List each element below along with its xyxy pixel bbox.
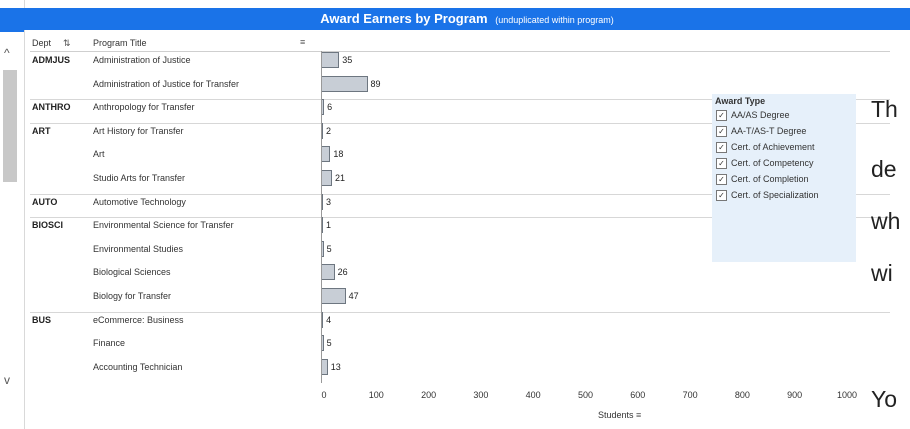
x-axis-tick-label: 800 [734,390,750,400]
x-axis-zero-line [321,51,322,383]
x-axis-tick-label: 0 [321,390,327,400]
program-title-cell: Automotive Technology [93,196,186,207]
checkbox-checked-icon[interactable]: ✓ [716,174,727,186]
dept-cell: BIOSCI [32,220,64,231]
overlay-text-line-1: Th [871,96,898,122]
bar-value-label: 26 [337,267,348,278]
axis-sort-icon[interactable]: ≡ [636,410,642,420]
dept-group-separator [30,122,890,124]
checkbox-checked-icon[interactable]: ✓ [716,142,727,154]
dept-group-separator [30,217,890,219]
dept-group-separator [30,311,890,313]
program-title-cell: Accounting Technician [93,361,183,372]
legend-item-label: Cert. of Specialization [731,190,819,200]
legend-item-label: AA/AS Degree [731,110,790,120]
bar[interactable] [321,358,328,375]
checkbox-checked-icon[interactable]: ✓ [716,110,727,122]
legend-item-label: Cert. of Completion [731,174,809,184]
chart-title: Award Earners by Program [320,11,488,26]
legend-title: Award Type [715,96,766,106]
program-title-cell: Administration of Justice [93,55,191,65]
legend-item[interactable]: ✓ Cert. of Completion [716,174,809,186]
header-divider [30,51,890,52]
bar-value-label: 89 [370,78,381,89]
bar[interactable] [321,264,335,281]
scroll-up-icon[interactable]: ^ [4,46,10,60]
bar-value-label: 21 [334,173,345,183]
x-axis-tick-label: 100 [368,390,384,400]
x-axis-tick-label: 600 [630,390,646,400]
dept-column-header[interactable]: Dept [32,38,52,48]
program-title-cell: eCommerce: Business [93,314,184,325]
x-axis-tick-label: 500 [577,390,594,400]
bar[interactable] [321,170,332,186]
chart-title-bar: Award Earners by Program (unduplicated w… [24,8,910,30]
program-title-cell: Biology for Transfer [93,291,172,301]
bar-value-label: 6 [327,102,333,113]
legend-item-label: AA-T/AS-T Degree [731,126,807,136]
program-sort-icon[interactable]: ≡ [300,37,306,47]
x-axis-title: Students ≡ [598,410,642,420]
overlay-text-line-3: wh [871,208,901,234]
bar-value-label: 4 [326,314,332,325]
overlay-text-line-5: Yo [871,386,898,412]
program-title-cell: Environmental Science for Transfer [93,220,234,231]
program-title-cell: Anthropology for Transfer [93,102,195,113]
bar[interactable] [321,146,331,163]
dept-cell: AUTO [32,196,58,207]
bar-value-label: 5 [326,338,332,349]
x-axis-tick-label: 900 [787,390,803,400]
checkbox-checked-icon[interactable]: ✓ [716,126,727,138]
bar[interactable] [321,52,340,68]
legend-item[interactable]: ✓ Cert. of Competency [716,158,814,170]
legend-item[interactable]: ✓ AA/AS Degree [716,110,790,122]
dept-cell: ANTHRO [32,102,71,113]
program-title-cell: Studio Arts for Transfer [93,173,186,183]
x-axis-tick-label: 700 [682,390,698,400]
left-panel-header [0,8,24,32]
x-axis-tick-label: 200 [421,390,437,400]
dept-cell: BUS [32,314,52,325]
program-title-cell: Art [93,149,105,160]
scrollbar-thumb[interactable] [3,70,17,182]
dept-group-separator [30,99,890,101]
legend-item[interactable]: ✓ AA-T/AS-T Degree [716,126,807,138]
program-title-cell: Biological Sciences [93,267,171,278]
legend-item[interactable]: ✓ Cert. of Specialization [716,190,819,202]
bar[interactable] [321,288,346,304]
program-column-header[interactable]: Program Title [93,38,147,48]
chart-subtitle: (unduplicated within program) [495,15,614,25]
scroll-down-icon[interactable]: v [4,373,10,387]
legend-item-label: Cert. of Competency [731,158,814,168]
program-title-cell: Finance [93,338,126,349]
program-title-cell: Art History for Transfer [93,125,184,136]
x-axis-tick-label: 400 [525,390,541,400]
overlay-text-line-2: de [871,156,897,182]
award-type-legend: Award Type ✓ AA/AS Degree ✓ AA-T/AS-T Degre… [712,94,856,262]
left-scroll-panel: ^ v [0,0,25,429]
bar-value-label: 47 [348,291,359,301]
x-axis-tick-label: 1000 [836,390,858,400]
x-axis-tick-label: 300 [473,390,489,400]
bar-value-label: 5 [326,243,332,254]
dept-cell: ADMJUS [32,55,71,65]
bar-value-label: 18 [333,149,344,160]
bar[interactable] [321,75,368,92]
bar-value-label: 1 [326,220,332,231]
legend-item-label: Cert. of Achievement [731,142,815,152]
bar-value-label: 3 [326,196,332,207]
dept-group-separator [30,193,890,195]
checkbox-checked-icon[interactable]: ✓ [716,190,727,202]
program-title-cell: Environmental Studies [93,243,184,254]
dept-sort-icon[interactable]: ⇅ [63,38,71,48]
checkbox-checked-icon[interactable]: ✓ [716,158,727,170]
overlay-text-line-4: wi [871,260,893,286]
dept-cell: ART [32,125,51,136]
bar-value-label: 13 [330,361,341,372]
bar-value-label: 2 [326,125,332,136]
bar-value-label: 35 [342,55,353,65]
program-title-cell: Administration of Justice for Transfer [93,78,240,89]
legend-item[interactable]: ✓ Cert. of Achievement [716,142,815,154]
